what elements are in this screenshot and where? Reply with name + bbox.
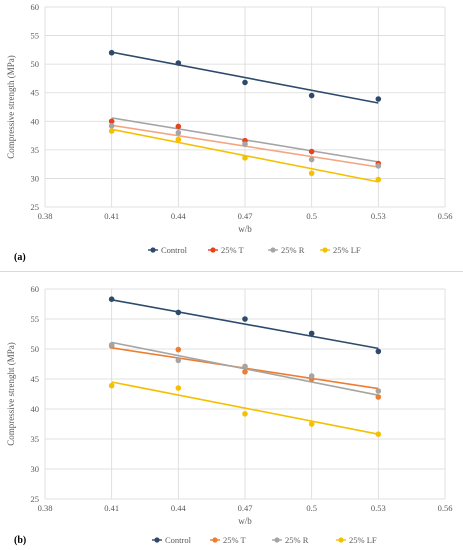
- y-tick-label: 30: [31, 173, 40, 183]
- data-point-25-t: [308, 148, 315, 155]
- x-tick-label: 0.41: [104, 503, 119, 513]
- y-tick-label: 25: [31, 202, 40, 212]
- x-tick-label: 0.41: [104, 211, 119, 221]
- y-tick-label: 50: [31, 59, 40, 69]
- data-point-25-lf: [175, 136, 182, 143]
- data-point-25-lf: [108, 382, 115, 389]
- x-tick-label: 0.53: [371, 503, 386, 513]
- x-tick-label: 0.47: [238, 503, 253, 513]
- data-point-25-lf: [242, 155, 248, 161]
- chart-panel-b: 0.38 0.41 0.44 0.47 0.5 0.53 0.56 25 30 35 40 45 50 5…: [0, 275, 463, 550]
- legend-label: Control: [161, 245, 188, 255]
- x-tick-label: 0.44: [171, 503, 187, 513]
- x-axis-title: w/b: [238, 516, 252, 526]
- y-tick-label: 30: [31, 464, 40, 474]
- legend-marker: [154, 537, 160, 543]
- data-point-25-lf: [108, 128, 115, 134]
- legend-label: 25% T: [223, 535, 247, 545]
- legend-label: 25% R: [285, 535, 309, 545]
- data-point-control: [242, 316, 248, 322]
- trendline-control: [111, 51, 379, 104]
- x-tick-label: 0.53: [371, 211, 386, 221]
- chart-panel-a: 0.38 0.41 0.44 0.47 0.5 0.53 0.56 25 30 35 40 45 50 5…: [6, 2, 453, 263]
- x-tick-label: 0.5: [306, 211, 317, 221]
- data-point-25-lf: [308, 421, 315, 427]
- y-tick-label: 35: [31, 434, 40, 444]
- chart-a-svg: 0.38 0.41 0.44 0.47 0.5 0.53 0.56 25 30 35 40 45 50 5…: [6, 2, 453, 263]
- trendline-25-lf: [111, 381, 379, 435]
- data-point-25-r: [308, 156, 315, 163]
- legend-label: 25% R: [281, 245, 305, 255]
- data-point-control: [175, 309, 182, 316]
- legend-label: Control: [165, 535, 192, 545]
- y-tick-label: 45: [31, 374, 40, 384]
- trendline-control: [111, 299, 379, 350]
- y-tick-label: 25: [31, 494, 40, 504]
- data-point-25-r: [175, 129, 182, 136]
- x-tick-label: 0.56: [438, 503, 453, 513]
- data-point-25-r: [108, 342, 115, 348]
- data-point-25-lf: [375, 431, 382, 437]
- x-tick-label: 0.38: [38, 211, 53, 221]
- y-axis-title: Compressive strenght (MPa): [6, 342, 16, 446]
- data-point-25-t: [175, 346, 182, 353]
- x-tick-label: 0.47: [238, 211, 253, 221]
- data-point-control: [108, 49, 115, 56]
- legend-marker: [150, 247, 156, 253]
- x-tick-label: 0.38: [38, 503, 53, 513]
- y-tick-label: 60: [31, 284, 40, 294]
- data-point-25-r: [242, 141, 248, 147]
- y-tick-label: 50: [31, 344, 40, 354]
- panel-separator: [0, 271, 463, 272]
- y-tick-label: 40: [31, 404, 40, 414]
- data-point-control: [308, 330, 315, 337]
- data-point-25-t: [108, 118, 115, 125]
- data-point-25-t: [242, 369, 248, 375]
- data-point-25-r: [108, 123, 115, 129]
- data-point-25-lf: [375, 176, 382, 183]
- data-point-25-t: [375, 394, 382, 400]
- data-point-control: [308, 92, 315, 99]
- legend-label: 25% LF: [349, 535, 377, 545]
- legend-marker: [322, 247, 328, 253]
- x-axis-title: w/b: [238, 224, 252, 234]
- data-point-control: [375, 96, 382, 102]
- data-point-25-r: [375, 388, 382, 394]
- data-point-control: [242, 79, 248, 86]
- x-tick-label: 0.44: [171, 211, 187, 221]
- panel-label: (a): [14, 252, 26, 263]
- legend-marker: [338, 537, 344, 543]
- panel-label: (b): [14, 535, 26, 546]
- data-point-25-lf: [308, 170, 315, 177]
- legend-label: 25% LF: [333, 245, 361, 255]
- legend-label: 25% T: [221, 245, 245, 255]
- x-tick-label: 0.56: [438, 211, 453, 221]
- x-tick-label: 0.5: [306, 503, 317, 513]
- chart-b-svg: 0.38 0.41 0.44 0.47 0.5 0.53 0.56 25 30 35 40 45 50 5…: [6, 284, 453, 546]
- legend-marker: [270, 247, 276, 253]
- y-axis-title: Compressive strength (MPa): [6, 55, 16, 159]
- data-point-25-t: [175, 123, 182, 130]
- y-tick-label: 40: [31, 116, 40, 126]
- legend-marker: [210, 247, 216, 253]
- y-tick-label: 45: [31, 88, 40, 98]
- data-point-25-lf: [242, 411, 248, 417]
- y-tick-label: 55: [31, 31, 40, 41]
- data-point-control: [375, 348, 382, 355]
- data-point-25-r: [242, 363, 248, 370]
- data-point-25-r: [175, 357, 182, 364]
- data-point-25-lf: [175, 385, 182, 391]
- legend-marker: [212, 537, 218, 543]
- legend-marker: [274, 537, 280, 543]
- y-tick-label: 35: [31, 145, 40, 155]
- data-point-25-r: [308, 373, 315, 379]
- y-tick-label: 55: [31, 314, 40, 324]
- y-tick-label: 60: [31, 2, 40, 12]
- data-point-control: [108, 296, 115, 302]
- data-point-25-r: [375, 163, 382, 169]
- data-point-control: [175, 60, 182, 66]
